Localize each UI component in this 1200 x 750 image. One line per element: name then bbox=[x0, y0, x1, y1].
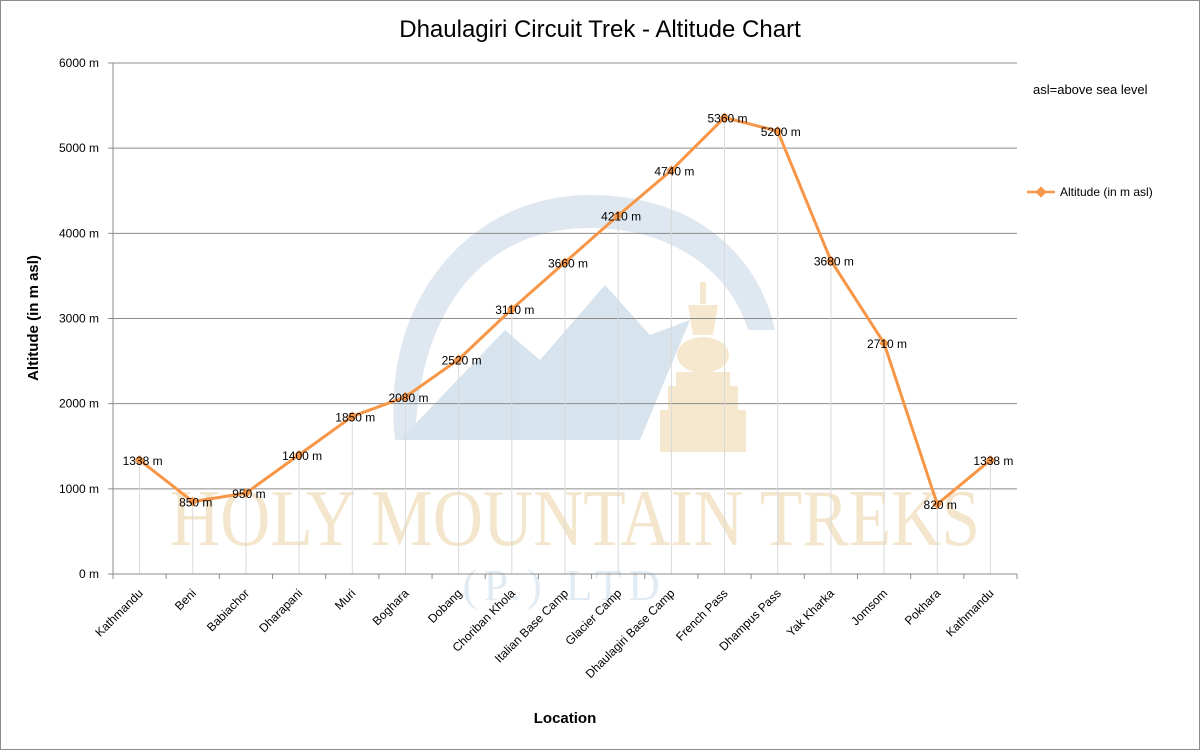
x-tick-label: Dharapani bbox=[256, 586, 305, 635]
y-tick-label: 3000 m bbox=[59, 312, 99, 326]
x-axis-ticks: Kathmandu Beni Babiachor Dharapani Muri Bogha… bbox=[92, 586, 996, 681]
y-tick-label: 2000 m bbox=[59, 397, 99, 411]
x-tick-label: Dobang bbox=[425, 586, 465, 626]
x-axis bbox=[108, 62, 1018, 579]
data-label: 5360 m bbox=[708, 112, 748, 126]
x-tick-label: Jomsom bbox=[848, 586, 890, 628]
legend-marker bbox=[1035, 186, 1047, 198]
y-axis-ticks: 0 m 1000 m 2000 m 3000 m 4000 m 5000 m 6000 m bbox=[59, 56, 99, 581]
data-point bbox=[666, 165, 677, 176]
data-label: 2080 m bbox=[388, 391, 428, 405]
legend-label: Altitude (in m asl) bbox=[1060, 185, 1153, 199]
x-tick-label: Yak Kharka bbox=[784, 586, 837, 639]
data-point bbox=[879, 338, 890, 349]
data-label: 3660 m bbox=[548, 256, 588, 270]
data-point bbox=[560, 257, 570, 268]
gridlines bbox=[113, 62, 1017, 575]
x-tick-label: Boghara bbox=[370, 586, 412, 628]
data-point bbox=[613, 210, 624, 221]
data-label: 3680 m bbox=[814, 255, 854, 269]
data-point bbox=[400, 391, 411, 402]
data-labels: 1338 m 850 m 950 m 1400 m 1850 m 2080 m 2520 m… bbox=[123, 112, 1014, 513]
x-tick-label: Pokhara bbox=[902, 586, 944, 628]
data-point bbox=[347, 411, 358, 422]
data-point bbox=[240, 488, 251, 499]
data-label: 4740 m bbox=[654, 164, 694, 178]
x-axis-title: Location bbox=[534, 710, 597, 727]
data-label: 2710 m bbox=[867, 337, 907, 351]
x-tick-label: Muri bbox=[332, 586, 358, 612]
y-tick-label: 6000 m bbox=[59, 56, 99, 70]
data-point bbox=[294, 449, 305, 460]
watermark-logo: HOLY MOUNTAIN TREKS (P.) LTD. bbox=[170, 195, 980, 610]
y-tick-label: 4000 m bbox=[59, 226, 99, 240]
watermark-stupa-icon bbox=[660, 282, 746, 452]
watermark-subtext: (P.) LTD. bbox=[463, 561, 678, 610]
data-label: 1850 m bbox=[335, 410, 375, 424]
data-label: 5200 m bbox=[761, 125, 801, 139]
series-altitude bbox=[134, 112, 996, 510]
data-label: 4210 m bbox=[601, 209, 641, 223]
data-label: 950 m bbox=[232, 487, 265, 501]
data-point bbox=[453, 354, 464, 365]
x-tick-label: French Pass bbox=[673, 586, 731, 644]
x-tick-label: Babiachor bbox=[204, 586, 252, 634]
y-axis-title: Altitude (in m asl) bbox=[25, 255, 42, 381]
x-tick-label: Kathmandu bbox=[943, 586, 996, 639]
data-label: 1338 m bbox=[123, 454, 163, 468]
data-label: 850 m bbox=[179, 496, 212, 510]
data-label: 1338 m bbox=[973, 454, 1013, 468]
data-label: 820 m bbox=[924, 498, 957, 512]
x-tick-label: Beni bbox=[172, 586, 199, 613]
watermark-text: HOLY MOUNTAIN TREKS bbox=[170, 475, 980, 563]
watermark-arc-icon bbox=[393, 195, 775, 440]
data-point bbox=[825, 255, 836, 266]
y-tick-label: 1000 m bbox=[59, 482, 99, 496]
chart-title: Dhaulagiri Circuit Trek - Altitude Chart bbox=[399, 16, 801, 43]
data-point bbox=[134, 455, 145, 465]
data-point bbox=[506, 304, 517, 315]
data-point bbox=[985, 455, 996, 465]
data-label: 2520 m bbox=[442, 353, 482, 367]
data-label: 1400 m bbox=[282, 449, 322, 463]
legend: Altitude (in m asl) bbox=[1027, 185, 1153, 199]
asl-note: asl=above sea level bbox=[1033, 82, 1148, 97]
y-tick-label: 0 m bbox=[79, 567, 99, 581]
data-point bbox=[719, 112, 730, 123]
y-tick-label: 5000 m bbox=[59, 141, 99, 155]
data-label: 3110 m bbox=[495, 303, 534, 317]
data-point bbox=[932, 499, 943, 510]
data-point bbox=[772, 126, 783, 137]
data-point bbox=[187, 496, 198, 507]
watermark-mountain-icon bbox=[400, 285, 690, 440]
x-tick-label: Kathmandu bbox=[92, 586, 145, 639]
